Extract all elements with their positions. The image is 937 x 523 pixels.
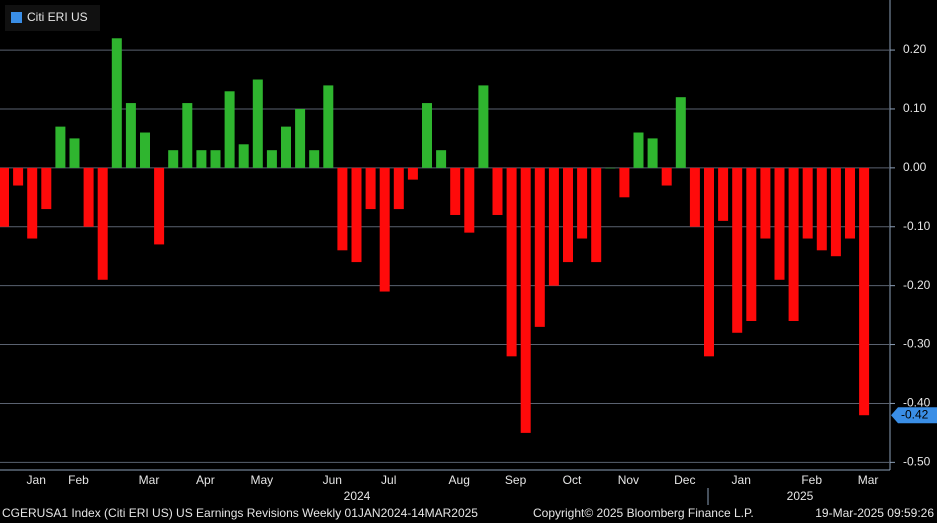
x-group-label: 2024 [344,489,371,503]
y-tick-label: -0.50 [903,455,931,469]
x-tick-label: Mar [858,473,879,487]
x-tick-label: Jul [381,473,396,487]
bar [450,167,461,215]
x-group-label: 2025 [787,489,814,503]
bar [464,167,475,233]
x-tick-label: Feb [801,473,822,487]
x-tick-label: Apr [196,473,215,487]
bar [647,138,658,168]
x-tick-label: Nov [618,473,639,487]
last-value-tag [891,407,937,424]
bar [760,167,771,239]
bar [436,150,447,168]
x-tick-label: Mar [139,473,160,487]
bar [619,167,630,198]
bar [238,144,249,168]
x-tick-label: Feb [68,473,89,487]
bar [407,167,418,180]
x-tick-label: Oct [563,473,582,487]
legend-label: Citi ERI US [27,10,88,24]
bar [69,138,80,168]
footer-copyright: Copyright© 2025 Bloomberg Finance L.P. [533,506,754,520]
bar [365,167,376,210]
bar [13,167,24,186]
bar [718,167,729,221]
bar [379,167,390,292]
bar [111,38,122,168]
bar [97,167,108,280]
x-tick-label: Jan [732,473,751,487]
bar [0,167,9,227]
bar [309,150,320,168]
bar [323,85,334,168]
x-tick-label: May [250,473,273,487]
bar [27,167,38,239]
bar [393,167,404,210]
bar [422,103,432,168]
x-tick-label: Jan [27,473,46,487]
bar [83,167,94,227]
footer-timestamp: 19-Mar-2025 09:59:26 [815,506,934,520]
bar [266,150,277,168]
x-tick-label: Sep [505,473,527,487]
bar [520,167,531,433]
x-tick-label: Jun [323,473,342,487]
bar [140,132,150,168]
bar [704,167,714,357]
bar [492,167,503,215]
y-tick-label: -0.40 [903,396,931,410]
bar [802,167,813,239]
x-tick-label: Dec [674,473,695,487]
bar [55,126,66,168]
bar [746,167,757,321]
bar [859,167,870,416]
bar [478,85,489,168]
bar [577,167,588,239]
bar [732,167,743,333]
legend-swatch [11,12,22,23]
bar [252,79,263,168]
bar [548,167,559,286]
bar [633,132,644,168]
y-tick-label: -0.30 [903,337,931,351]
bar [125,103,136,168]
bar [182,103,193,168]
y-tick-label: 0.00 [903,160,927,174]
bar [689,167,700,227]
y-tick-label: -0.20 [903,278,931,292]
bar [168,150,179,168]
bar [591,167,602,263]
y-tick-label: 0.20 [903,42,927,56]
bar [281,126,291,168]
bar [351,167,362,263]
bar [816,167,827,251]
bar [661,167,672,186]
y-tick-label: -0.10 [903,219,931,233]
bar [337,167,348,251]
bar [41,167,52,210]
bar [845,167,855,239]
bar [830,167,841,257]
footer-description: CGERUSA1 Index (Citi ERI US) US Earnings… [2,506,478,520]
bar [196,150,207,168]
bar [210,150,221,168]
bar [675,97,686,168]
bar [788,167,799,321]
bar [295,108,306,168]
bar [774,167,785,280]
bar [506,167,517,357]
bar [605,167,616,169]
y-tick-label: 0.10 [903,101,927,115]
x-tick-label: Aug [449,473,470,487]
bar [224,91,235,168]
bar [154,167,165,245]
bar [534,167,545,327]
last-value-label: -0.42 [901,407,929,421]
bar [563,167,573,263]
